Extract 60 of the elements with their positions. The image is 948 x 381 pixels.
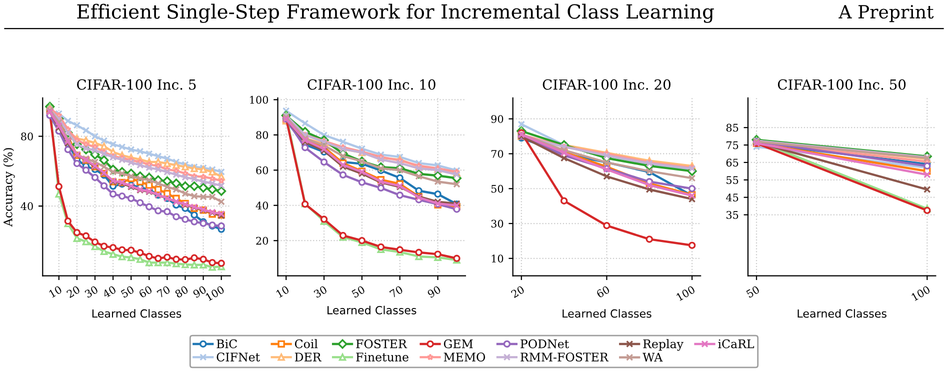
- legend-label: WA: [642, 352, 663, 362]
- x-tick-label: 30: [84, 285, 98, 298]
- legend-label: GEM: [444, 339, 473, 348]
- text: Efficient Single-Step Framework for Incremental Class Learning: [77, 4, 714, 23]
- y-tick-label: 100: [250, 96, 268, 104]
- x-tick-label: 30: [313, 285, 328, 298]
- x-tick-label: 40: [102, 285, 116, 298]
- text: A Preprint: [838, 5, 934, 22]
- x-tick-label: 60: [138, 285, 153, 298]
- x-axis-title: Learned Classes: [562, 309, 652, 318]
- legend-label: PODNet: [520, 339, 570, 348]
- legend-label: DER: [294, 352, 322, 362]
- y-axis-title: Accuracy (%): [3, 148, 15, 227]
- legend-label: FOSTER: [356, 339, 408, 348]
- chart-title: CIFAR-100 Inc. 50: [778, 79, 906, 90]
- y-tick-label: 35: [726, 211, 738, 219]
- y-tick-label: 10: [492, 254, 504, 263]
- chart-title: CIFAR-100 Inc. 20: [542, 79, 670, 90]
- x-axis-title: Learned Classes: [798, 309, 886, 318]
- y-tick-label: 65: [726, 158, 738, 167]
- legend-label: MEMO: [444, 352, 486, 362]
- y-tick-label: 75: [726, 141, 738, 150]
- x-tick-label: 70: [156, 285, 171, 298]
- legend-label: Coil: [294, 339, 318, 348]
- y-tick-label: 60: [256, 166, 268, 174]
- x-tick-label: 100: [205, 285, 225, 302]
- x-tick-label: 20: [66, 285, 80, 298]
- y-tick-label: 40: [256, 202, 268, 210]
- x-tick-label: 50: [120, 285, 135, 298]
- x-tick-label: 60: [596, 285, 610, 298]
- x-axis-title: Learned Classes: [328, 306, 416, 314]
- y-tick-label: 30: [491, 220, 504, 228]
- x-tick-label: 50: [746, 285, 760, 298]
- y-tick-label: 70: [491, 150, 504, 158]
- y-tick-label: 80: [256, 131, 268, 140]
- x-tick-label: 20: [510, 285, 525, 298]
- y-tick-label: 20: [256, 236, 268, 245]
- legend-label: Finetune: [356, 352, 408, 362]
- x-tick-label: 10: [48, 285, 62, 298]
- x-tick-label: 90: [192, 285, 207, 298]
- y-tick-label: 45: [726, 194, 738, 202]
- x-tick-label: 100: [911, 285, 931, 302]
- chart-title: CIFAR-100 Inc. 10: [308, 79, 436, 90]
- x-tick-label: 80: [174, 285, 189, 298]
- y-tick-label: 55: [726, 176, 738, 184]
- y-tick-label: 50: [491, 184, 504, 193]
- y-tick-label: 90: [491, 115, 504, 123]
- x-tick-label: 10: [276, 285, 290, 298]
- y-tick-label: 85: [726, 124, 738, 132]
- chart-title: CIFAR-100 Inc. 5: [77, 79, 196, 90]
- legend-label: CIFNet: [216, 352, 260, 362]
- legend-label: iCaRL: [718, 339, 754, 348]
- x-tick-label: 50: [351, 285, 366, 298]
- legend-label: RMM-FOSTER: [520, 352, 609, 362]
- x-tick-label: 70: [389, 285, 404, 298]
- legend-label: BiC: [216, 339, 237, 348]
- legend-label: Replay: [643, 339, 684, 351]
- x-axis-title: Learned Classes: [92, 309, 182, 318]
- x-tick-label: 90: [426, 285, 442, 298]
- x-tick-label: 100: [676, 285, 696, 302]
